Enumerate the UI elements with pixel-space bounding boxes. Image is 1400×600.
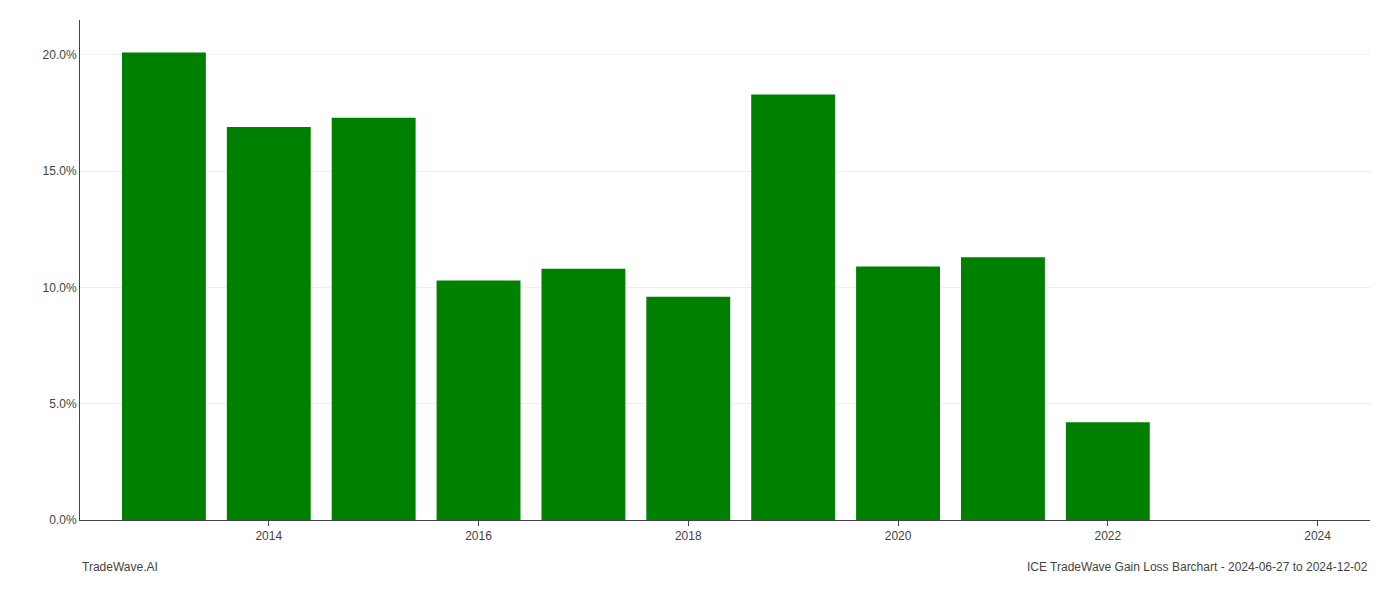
svg-text:2016: 2016 xyxy=(465,529,492,543)
svg-text:2022: 2022 xyxy=(1094,529,1121,543)
svg-text:10.0%: 10.0% xyxy=(43,281,77,295)
svg-text:20.0%: 20.0% xyxy=(43,48,77,62)
svg-text:2020: 2020 xyxy=(885,529,912,543)
svg-text:TradeWave.AI: TradeWave.AI xyxy=(82,560,158,574)
svg-text:ICE TradeWave Gain Loss Barcha: ICE TradeWave Gain Loss Barchart - 2024-… xyxy=(1027,560,1368,574)
svg-text:0.0%: 0.0% xyxy=(49,513,77,527)
svg-text:2018: 2018 xyxy=(675,529,702,543)
svg-text:15.0%: 15.0% xyxy=(43,164,77,178)
svg-text:5.0%: 5.0% xyxy=(49,397,77,411)
svg-text:2014: 2014 xyxy=(255,529,282,543)
svg-text:2024: 2024 xyxy=(1304,529,1331,543)
